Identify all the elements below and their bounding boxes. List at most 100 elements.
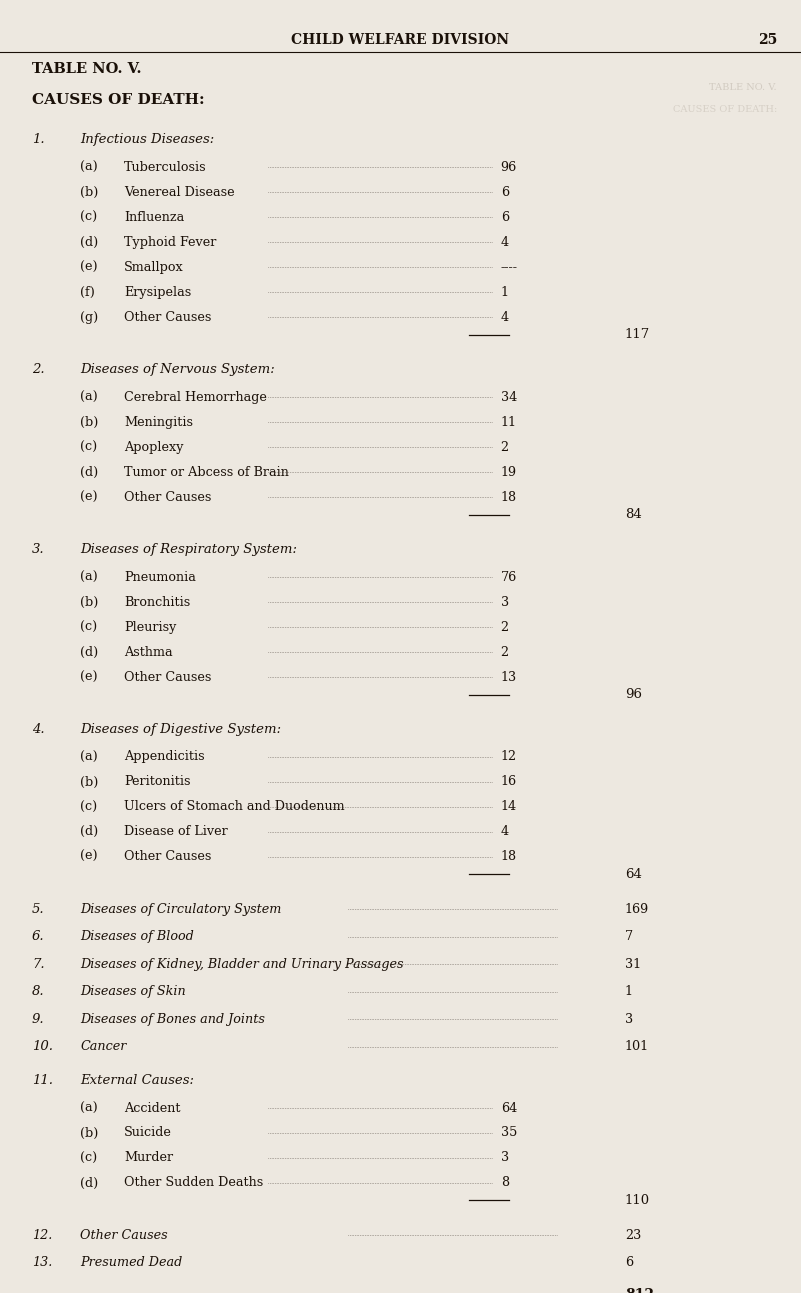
Text: Diseases of Kidney, Bladder and Urinary Passages: Diseases of Kidney, Bladder and Urinary …: [80, 958, 404, 971]
Text: Other Causes: Other Causes: [80, 1228, 167, 1241]
Text: 7: 7: [625, 931, 633, 944]
Text: 35: 35: [501, 1126, 517, 1139]
Text: Accident: Accident: [124, 1102, 181, 1115]
Text: (c): (c): [80, 211, 98, 224]
Text: (c): (c): [80, 441, 98, 454]
Text: Other Sudden Deaths: Other Sudden Deaths: [124, 1177, 264, 1190]
Text: CAUSES OF DEATH:: CAUSES OF DEATH:: [673, 106, 777, 114]
Text: 25: 25: [758, 34, 777, 47]
Text: 19: 19: [501, 465, 517, 478]
Text: Diseases of Digestive System:: Diseases of Digestive System:: [80, 723, 281, 736]
Text: Other Causes: Other Causes: [124, 851, 211, 864]
Text: 3.: 3.: [32, 543, 45, 556]
Text: (d): (d): [80, 235, 99, 248]
Text: 64: 64: [625, 868, 642, 881]
Text: 2.: 2.: [32, 363, 45, 376]
Text: 6: 6: [501, 186, 509, 199]
Text: 31: 31: [625, 958, 641, 971]
Text: 14: 14: [501, 800, 517, 813]
Text: Presumed Dead: Presumed Dead: [80, 1257, 183, 1270]
Text: Diseases of Bones and Joints: Diseases of Bones and Joints: [80, 1012, 265, 1025]
Text: 6: 6: [501, 211, 509, 224]
Text: (a): (a): [80, 750, 98, 763]
Text: Smallpox: Smallpox: [124, 261, 184, 274]
Text: Venereal Disease: Venereal Disease: [124, 186, 235, 199]
Text: (b): (b): [80, 776, 99, 789]
Text: 6.: 6.: [32, 931, 45, 944]
Text: Influenza: Influenza: [124, 211, 184, 224]
Text: Apoplexy: Apoplexy: [124, 441, 183, 454]
Text: (f): (f): [80, 286, 95, 299]
Text: 1.: 1.: [32, 133, 45, 146]
Text: 2: 2: [501, 441, 509, 454]
Text: (c): (c): [80, 621, 98, 634]
Text: 3: 3: [501, 1152, 509, 1165]
Text: Bronchitis: Bronchitis: [124, 596, 191, 609]
Text: 4.: 4.: [32, 723, 45, 736]
Text: 6: 6: [625, 1257, 633, 1270]
Text: Diseases of Skin: Diseases of Skin: [80, 985, 186, 998]
Text: (d): (d): [80, 1177, 99, 1190]
Text: (d): (d): [80, 465, 99, 478]
Text: 3: 3: [501, 596, 509, 609]
Text: Other Causes: Other Causes: [124, 671, 211, 684]
Text: (c): (c): [80, 1152, 98, 1165]
Text: (d): (d): [80, 645, 99, 658]
Text: 84: 84: [625, 508, 642, 521]
Text: Erysipelas: Erysipelas: [124, 286, 191, 299]
Text: 7.: 7.: [32, 958, 45, 971]
Text: 117: 117: [625, 328, 650, 341]
Text: Murder: Murder: [124, 1152, 173, 1165]
Text: 812: 812: [625, 1288, 654, 1293]
Text: Other Causes: Other Causes: [124, 490, 211, 504]
Text: 8.: 8.: [32, 985, 45, 998]
Text: (g): (g): [80, 310, 99, 323]
Text: 18: 18: [501, 851, 517, 864]
Text: 2: 2: [501, 645, 509, 658]
Text: (a): (a): [80, 1102, 98, 1115]
Text: 12: 12: [501, 750, 517, 763]
Text: 101: 101: [625, 1041, 649, 1054]
Text: Diseases of Circulatory System: Diseases of Circulatory System: [80, 903, 281, 915]
Text: 5.: 5.: [32, 903, 45, 915]
Text: External Causes:: External Causes:: [80, 1074, 194, 1087]
Text: CHILD WELFARE DIVISION: CHILD WELFARE DIVISION: [292, 34, 509, 47]
Text: 23: 23: [625, 1228, 641, 1241]
Text: (b): (b): [80, 596, 99, 609]
Text: (e): (e): [80, 851, 98, 864]
Text: 11: 11: [501, 416, 517, 429]
Text: TABLE NO. V.: TABLE NO. V.: [710, 83, 777, 92]
Text: TABLE NO. V.: TABLE NO. V.: [32, 62, 142, 76]
Text: 64: 64: [501, 1102, 517, 1115]
Text: 4: 4: [501, 310, 509, 323]
Text: Diseases of Nervous System:: Diseases of Nervous System:: [80, 363, 275, 376]
Text: 96: 96: [501, 160, 517, 173]
Text: Typhoid Fever: Typhoid Fever: [124, 235, 216, 248]
Text: Diseases of Blood: Diseases of Blood: [80, 931, 194, 944]
Text: 4: 4: [501, 235, 509, 248]
Text: Suicide: Suicide: [124, 1126, 172, 1139]
Text: (e): (e): [80, 261, 98, 274]
Text: Pneumonia: Pneumonia: [124, 570, 196, 583]
Text: 10.: 10.: [32, 1041, 53, 1054]
Text: Disease of Liver: Disease of Liver: [124, 825, 228, 838]
Text: 13.: 13.: [32, 1257, 52, 1270]
Text: 169: 169: [625, 903, 649, 915]
Text: (a): (a): [80, 390, 98, 403]
Text: Ulcers of Stomach and Duodenum: Ulcers of Stomach and Duodenum: [124, 800, 344, 813]
Text: 12.: 12.: [32, 1228, 52, 1241]
Text: (e): (e): [80, 490, 98, 504]
Text: (d): (d): [80, 825, 99, 838]
Text: 1: 1: [501, 286, 509, 299]
Text: Diseases of Respiratory System:: Diseases of Respiratory System:: [80, 543, 297, 556]
Text: (b): (b): [80, 416, 99, 429]
Text: Asthma: Asthma: [124, 645, 173, 658]
Text: 16: 16: [501, 776, 517, 789]
Text: 3: 3: [625, 1012, 633, 1025]
Text: 1: 1: [625, 985, 633, 998]
Text: 110: 110: [625, 1193, 650, 1206]
Text: 11.: 11.: [32, 1074, 53, 1087]
Text: (e): (e): [80, 671, 98, 684]
Text: 18: 18: [501, 490, 517, 504]
Text: Pleurisy: Pleurisy: [124, 621, 176, 634]
